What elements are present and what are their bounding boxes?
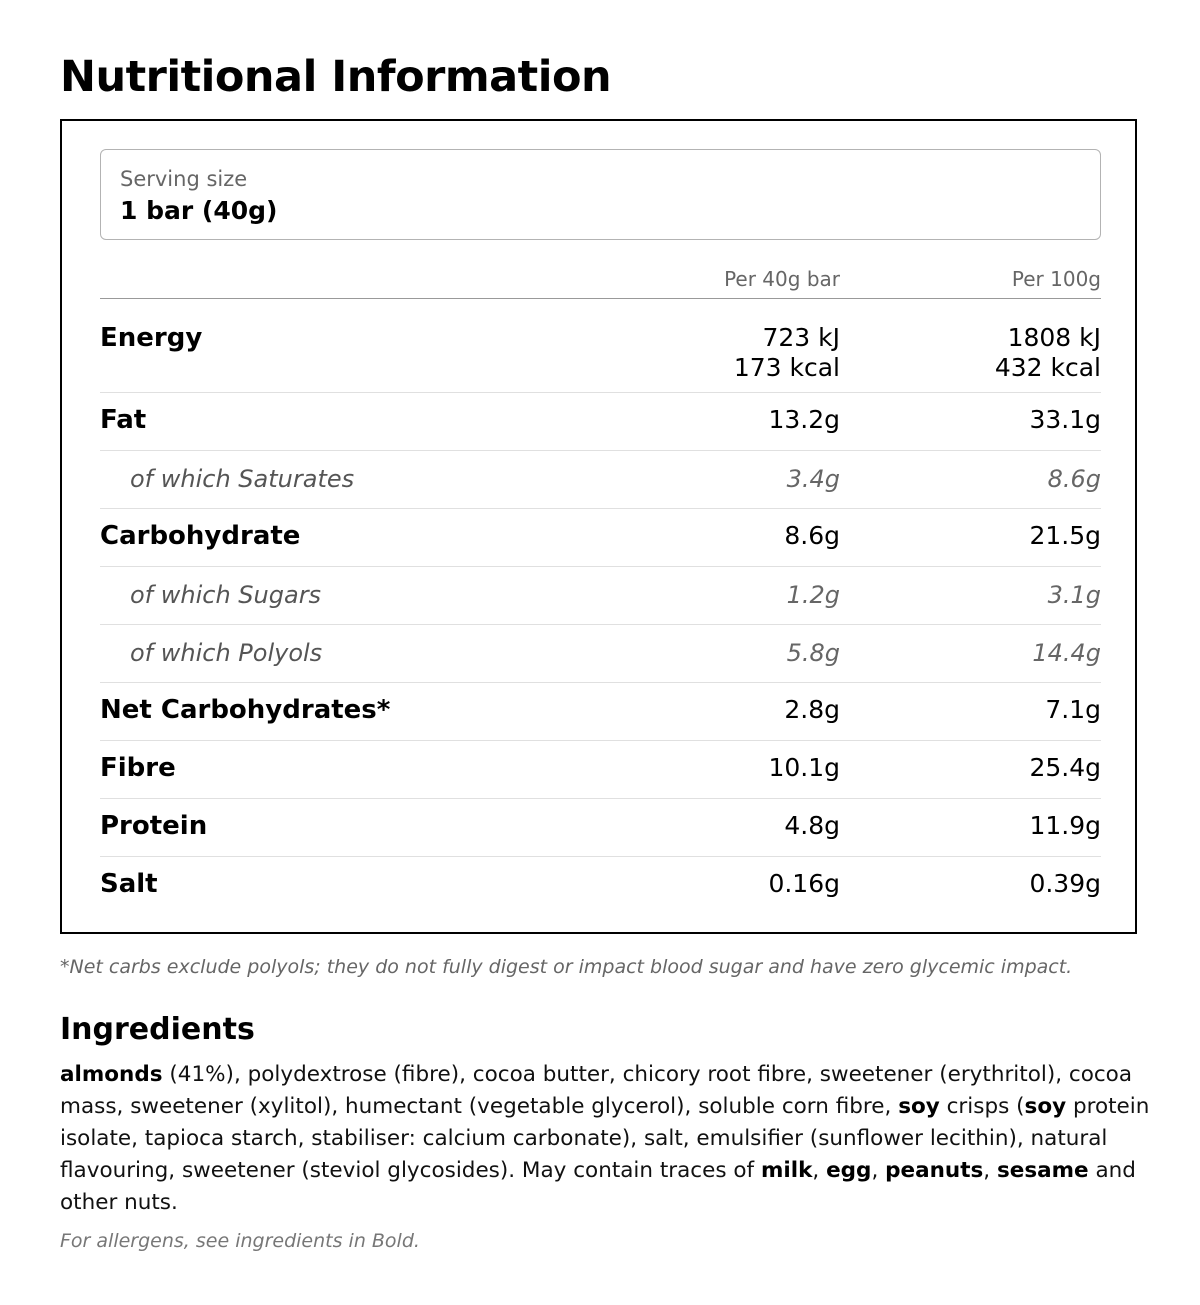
table-row-polyols: of which Polyols 5.8g 14.4g <box>100 625 1101 683</box>
page-title: Nutritional Information <box>60 52 612 102</box>
value-per-bar: 10.1g <box>768 753 840 782</box>
value-per-bar: 13.2g <box>768 405 840 434</box>
nutrient-name: of which Polyols <box>130 639 323 667</box>
allergen-ingredient: soy <box>1024 1094 1067 1119</box>
value-per-bar: 0.16g <box>768 869 840 898</box>
nutrient-name: Energy <box>100 323 203 353</box>
ingredients-text: almonds (41%), polydextrose (fibre), coc… <box>60 1059 1150 1219</box>
table-row-carbohydrate: Carbohydrate 8.6g 21.5g <box>100 509 1101 567</box>
nutrient-name: Fibre <box>100 753 176 783</box>
nutrient-name: Protein <box>100 811 208 841</box>
table-row-salt: Salt 0.16g 0.39g <box>100 857 1101 915</box>
ingredient-text: , <box>812 1158 827 1183</box>
allergen-ingredient: peanuts <box>885 1158 984 1183</box>
value-per-bar: 4.8g <box>784 811 840 840</box>
ingredient-text: , <box>871 1158 886 1183</box>
value-per-100g: 8.6g <box>1047 465 1101 493</box>
value-per-100g: 21.5g <box>1029 521 1101 550</box>
net-carbs-footnote: *Net carbs exclude polyols; they do not … <box>60 956 1073 978</box>
energy-per-bar-kcal: 173 kcal <box>733 353 840 382</box>
ingredient-text: and other nuts. <box>60 1158 1136 1215</box>
value-per-bar: 1.2g <box>786 581 840 609</box>
value-per-100g: 25.4g <box>1029 753 1101 782</box>
energy-per-bar: 723 kJ 173 kcal <box>734 323 840 383</box>
table-row-fibre: Fibre 10.1g 25.4g <box>100 741 1101 799</box>
table-row-energy: Energy 723 kJ 173 kcal 1808 kJ 432 kcal <box>100 299 1101 393</box>
value-per-100g: 0.39g <box>1029 869 1101 898</box>
nutrient-name: of which Sugars <box>130 581 322 609</box>
table-row-net-carbohydrates: Net Carbohydrates* 2.8g 7.1g <box>100 683 1101 741</box>
serving-size-label: Serving size <box>120 167 248 191</box>
nutrition-table: Per 40g bar Per 100g Energy 723 kJ 173 k… <box>100 261 1101 915</box>
ingredient-text: (41%), polydextrose (fibre), cocoa butte… <box>60 1062 1132 1119</box>
energy-per-100g: 1808 kJ 432 kcal <box>995 323 1101 383</box>
value-per-bar: 5.8g <box>786 639 840 667</box>
value-per-bar: 3.4g <box>786 465 840 493</box>
value-per-100g: 33.1g <box>1029 405 1101 434</box>
ingredient-text: protein isolate, tapioca starch, stabili… <box>60 1094 1150 1183</box>
energy-per-bar-kj: 723 kJ <box>762 323 840 352</box>
value-per-bar: 8.6g <box>784 521 840 550</box>
nutrient-name: Net Carbohydrates* <box>100 695 391 725</box>
value-per-100g: 3.1g <box>1047 581 1101 609</box>
column-header-per-100g: Per 100g <box>1011 267 1101 291</box>
allergen-ingredient: soy <box>898 1094 940 1119</box>
nutrient-name: Carbohydrate <box>100 521 301 551</box>
allergen-ingredient: almonds <box>60 1062 163 1087</box>
nutrition-panel: Serving size 1 bar (40g) Per 40g bar Per… <box>60 119 1137 934</box>
ingredient-text: crisps ( <box>939 1094 1025 1119</box>
serving-size-value: 1 bar (40g) <box>120 196 278 225</box>
allergen-ingredient: milk <box>760 1158 813 1183</box>
nutrient-name: Salt <box>100 869 158 899</box>
table-header: Per 40g bar Per 100g <box>100 261 1101 299</box>
table-row-saturates: of which Saturates 3.4g 8.6g <box>100 451 1101 509</box>
energy-per-100g-kj: 1808 kJ <box>1007 323 1101 352</box>
allergen-ingredient: sesame <box>996 1158 1089 1183</box>
energy-per-100g-kcal: 432 kcal <box>994 353 1101 382</box>
serving-size-box: Serving size 1 bar (40g) <box>100 149 1101 240</box>
value-per-100g: 11.9g <box>1029 811 1101 840</box>
value-per-100g: 7.1g <box>1045 695 1101 724</box>
nutrient-name: Fat <box>100 405 147 435</box>
ingredient-text: , <box>983 1158 997 1183</box>
nutrient-name: of which Saturates <box>130 465 355 493</box>
allergen-note: For allergens, see ingredients in Bold. <box>60 1230 420 1252</box>
table-row-protein: Protein 4.8g 11.9g <box>100 799 1101 857</box>
value-per-100g: 14.4g <box>1032 639 1101 667</box>
column-header-per-bar: Per 40g bar <box>724 267 840 291</box>
table-row-sugars: of which Sugars 1.2g 3.1g <box>100 567 1101 625</box>
table-row-fat: Fat 13.2g 33.1g <box>100 393 1101 451</box>
ingredients-heading: Ingredients <box>60 1012 255 1047</box>
allergen-ingredient: egg <box>826 1158 872 1183</box>
value-per-bar: 2.8g <box>784 695 840 724</box>
